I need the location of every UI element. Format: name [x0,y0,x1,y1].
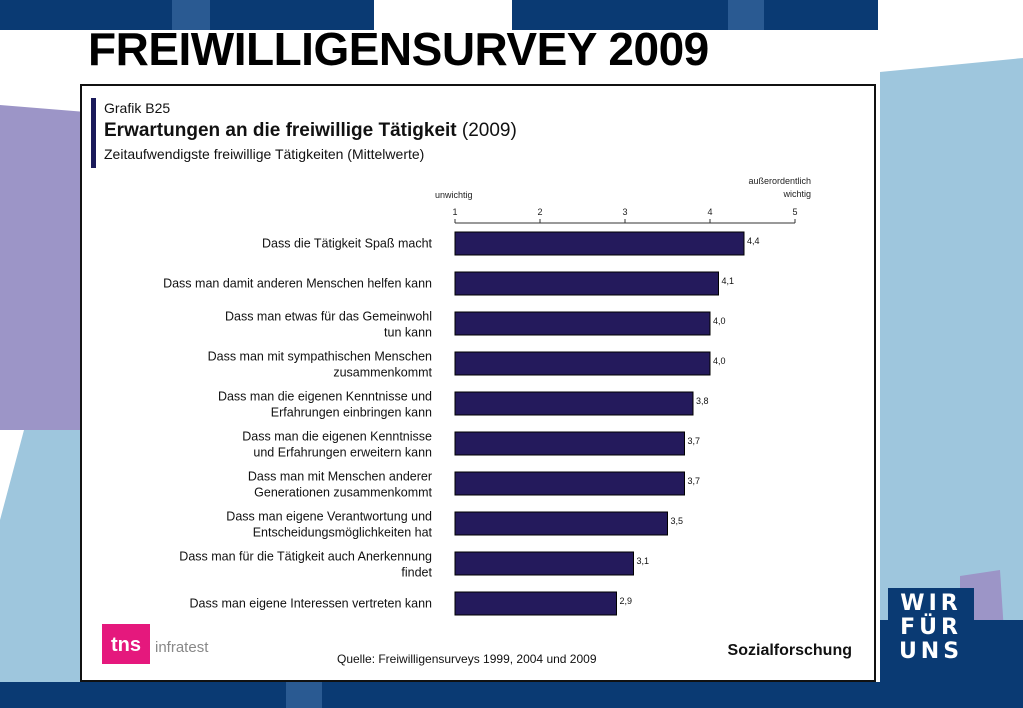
data-label: 3,5 [671,516,684,526]
data-label: 4,0 [713,356,726,366]
bar [454,391,694,416]
brand-sozialforschung: Sozialforschung [727,642,852,659]
top-bar-right-block [728,0,764,30]
slide-title: FREIWILLIGENSURVEY 2009 [88,23,709,75]
wir-fuer-uns-logo: WIR FÜR UNS [888,588,974,668]
tns-infratest-logo: tns infratest [102,624,209,664]
bar [454,471,685,496]
bar [454,431,685,456]
logo-line-fuer: FÜR [900,614,962,640]
bottom-bar [0,682,1023,708]
left-blue-shape [0,430,86,682]
bar [454,351,711,376]
chart-title: Erwartungen an die freiwillige Tätigkeit… [104,120,517,142]
category-label: Dass man mit sympathischen Menschen [208,350,432,364]
bar [454,591,617,616]
tick-label: 4 [707,207,712,217]
data-label: 4,4 [747,236,760,246]
category-label: zusammenkommt [333,366,432,380]
chart-frame: Grafik B25 Erwartungen an die freiwillig… [80,84,876,682]
category-label: tun kann [384,326,432,340]
category-label: Dass man etwas für das Gemeinwohl [225,310,432,324]
bar [454,311,711,336]
data-label: 3,8 [696,396,709,406]
logo-line-wir: WIR [900,591,961,616]
tick-label: 3 [622,207,627,217]
right-blue-shape [880,58,1023,620]
chart-title-year: (2009) [461,120,517,141]
source-note: Quelle: Freiwilligensurveys 1999, 2004 u… [337,652,597,666]
category-label: und Erfahrungen erweitern kann [253,446,432,460]
category-label: findet [401,566,432,580]
category-label: Dass man eigene Interessen vertreten kan… [190,597,433,611]
tick-label: 5 [792,207,797,217]
tns-logo-text: tns [111,634,141,656]
bar-chart: unwichtig außerordentlich wichtig 1 2 3 4 5 4,4 D… [163,176,811,616]
infratest-logo-text: infratest [155,639,209,656]
chart-title-bold: Erwartungen an die freiwillige Tätigkeit [104,120,457,141]
data-label: 2,9 [620,596,633,606]
bar [454,551,634,576]
category-label: Generationen zusammenkommt [254,486,432,500]
axis-left-label: unwichtig [435,190,473,200]
top-bar-right [512,0,878,30]
data-label: 3,1 [637,556,650,566]
category-label: Dass man damit anderen Menschen helfen k… [163,277,432,291]
category-label: Dass man für die Tätigkeit auch Anerkenn… [179,550,432,564]
axis-right-label: außerordentlich [748,176,811,186]
category-label: Entscheidungsmöglichkeiten hat [253,526,433,540]
data-label: 3,7 [688,436,701,446]
data-label: 4,0 [713,316,726,326]
chart-subtitle: Zeitaufwendigste freiwillige Tätigkeiten… [104,146,425,162]
left-purple-shape [0,105,86,430]
bar [454,511,668,536]
category-label: Dass man die eigenen Kenntnisse [242,430,432,444]
top-bar-left-block [172,0,210,30]
chart-label: Grafik B25 [104,100,171,116]
left-white-wedge [0,430,24,520]
tick-label: 1 [452,207,457,217]
bar [454,271,719,296]
category-label: Dass man die eigenen Kenntnisse und [218,390,432,404]
logo-line-uns: UNS [899,639,963,664]
category-label: Dass man mit Menschen anderer [248,470,432,484]
tick-label: 2 [537,207,542,217]
data-label: 3,7 [688,476,701,486]
title-accent-bar [91,98,96,168]
bottom-bar-block [286,682,322,708]
axis-right-label: wichtig [782,189,811,199]
category-label: Erfahrungen einbringen kann [271,406,432,420]
bar [454,231,745,256]
data-label: 4,1 [722,276,735,286]
category-label: Dass man eigene Verantwortung und [226,510,432,524]
category-label: Dass die Tätigkeit Spaß macht [262,237,433,251]
